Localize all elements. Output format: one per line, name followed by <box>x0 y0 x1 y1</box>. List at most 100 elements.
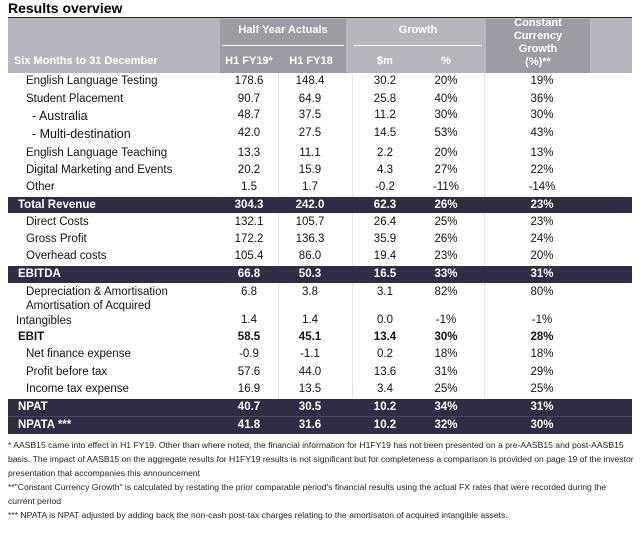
row-label: Digital Marketing and Events <box>26 164 173 176</box>
cell-growth-m: 19.4 <box>373 250 397 262</box>
cell-growth-m: 14.5 <box>373 127 397 139</box>
cell-h1fy19: 48.7 <box>237 109 261 121</box>
row-label: Student Placement <box>26 93 124 105</box>
cell-growth-pct: 32% <box>434 419 458 431</box>
row-label: - Multi-destination <box>32 127 131 141</box>
table-row: Gross Profit 172.2 136.3 35.9 26% 24% <box>8 233 632 250</box>
table-row-ebit: EBIT 58.5 45.1 13.4 30% 28% <box>8 331 632 348</box>
cell-h1fy18: 44.0 <box>298 366 322 378</box>
table-row: Depreciation & Amortisation 6.8 3.8 3.1 … <box>8 286 632 301</box>
cell-cc-growth: 20% <box>530 250 554 262</box>
cell-growth-pct: -1% <box>435 314 457 326</box>
header-group-growth: Growth <box>398 24 438 36</box>
header-group-constant-currency-2: Currency <box>513 30 563 42</box>
cell-growth-m: 25.8 <box>373 93 397 105</box>
cell-cc-growth: 24% <box>530 233 554 245</box>
cell-h1fy19: 90.7 <box>237 93 261 105</box>
table-row: Other 1.5 1.7 -0.2 -11% -14% <box>8 181 632 198</box>
table-row: English Language Testing 178.6 148.4 30.… <box>8 75 632 92</box>
cell-growth-m: 26.4 <box>373 216 397 228</box>
cell-h1fy18: 3.8 <box>302 286 318 298</box>
table-row-npat: NPAT 40.7 30.5 10.2 34% 31% <box>8 399 632 416</box>
cell-cc-growth: 30% <box>530 419 554 431</box>
cell-h1fy18: 86.0 <box>298 250 322 262</box>
cell-h1fy18: 30.5 <box>298 401 322 413</box>
row-label: NPATA *** <box>18 419 72 431</box>
cell-growth-pct: 25% <box>434 383 458 395</box>
cell-growth-m: 3.4 <box>377 383 393 395</box>
row-label: Overhead costs <box>26 250 107 262</box>
table-row: Net finance expense -0.9 -1.1 0.2 18% 18… <box>8 348 632 365</box>
row-label: Other <box>26 181 55 193</box>
cell-growth-m: 0.2 <box>377 348 393 360</box>
footnotes: * AASB15 came into effect in H1 FY19. Ot… <box>8 438 634 522</box>
row-label: Total Revenue <box>18 199 96 211</box>
cell-h1fy18: 105.7 <box>295 216 325 228</box>
cell-cc-growth: 13% <box>530 147 554 159</box>
table-row: - Multi-destination 42.0 27.5 14.5 53% 4… <box>8 127 632 144</box>
cell-h1fy19: 1.5 <box>241 181 257 193</box>
title: Results overview <box>8 0 123 16</box>
cell-cc-growth: 31% <box>530 401 554 413</box>
cell-h1fy18: 31.6 <box>298 419 322 431</box>
table-row: Digital Marketing and Events 20.2 15.9 4… <box>8 164 632 181</box>
cell-cc-growth: -14% <box>528 181 556 193</box>
cell-growth-pct: 23% <box>434 250 458 262</box>
cell-growth-pct: 53% <box>434 127 458 139</box>
cell-h1fy18: 50.3 <box>298 268 322 280</box>
cell-growth-m: 13.4 <box>373 331 397 343</box>
header-group-half-year: Half Year Actuals <box>238 24 328 36</box>
cell-h1fy18: 13.5 <box>298 383 322 395</box>
row-label: Depreciation & Amortisation <box>26 286 168 298</box>
row-label: EBITDA <box>18 268 61 280</box>
table-row-npata: NPATA *** 41.8 31.6 10.2 32% 30% <box>8 416 632 434</box>
row-label: English Language Teaching <box>26 147 168 159</box>
column-separator <box>278 73 279 403</box>
cell-growth-m: 10.2 <box>373 401 397 413</box>
cell-h1fy18: 45.1 <box>298 331 322 343</box>
cell-h1fy19: 41.8 <box>237 419 261 431</box>
cell-h1fy18: 136.3 <box>295 233 325 245</box>
cell-h1fy19: 13.3 <box>237 147 261 159</box>
cell-growth-pct: 27% <box>434 164 458 176</box>
cell-cc-growth: 31% <box>530 268 554 280</box>
header-group-constant-currency-4: (%)** <box>525 56 551 68</box>
cell-cc-growth: 23% <box>530 216 554 228</box>
table-row: Overhead costs 105.4 86.0 19.4 23% 20% <box>8 250 632 267</box>
cell-h1fy19: 1.4 <box>241 314 257 326</box>
header-col-h1fy18: H1 FY18 <box>289 55 333 67</box>
cell-growth-pct: 40% <box>434 93 458 105</box>
cell-growth-m: 11.2 <box>374 109 396 121</box>
footnote-constant-currency: **"Constant Currency Growth" is calculat… <box>8 482 607 506</box>
cell-cc-growth: 36% <box>530 93 554 105</box>
cell-cc-growth: 19% <box>530 75 554 87</box>
header-period-label: Six Months to 31 December <box>14 55 158 67</box>
row-label-line-2: Intangibles <box>16 315 72 327</box>
cell-growth-m: 0.0 <box>377 314 393 326</box>
cell-growth-m: 30.2 <box>373 75 397 87</box>
cell-h1fy19: 132.1 <box>234 216 264 228</box>
row-label: Gross Profit <box>26 233 87 245</box>
header-col-h1fy19: H1 FY19* <box>225 55 273 67</box>
cell-growth-m: 13.6 <box>373 366 397 378</box>
cell-cc-growth: 18% <box>530 348 554 360</box>
row-label: - Australia <box>32 109 88 123</box>
cell-growth-pct: 30% <box>434 109 458 121</box>
cell-growth-pct: 26% <box>434 199 458 211</box>
cell-h1fy19: 40.7 <box>237 401 261 413</box>
table-row: Student Placement 90.7 64.9 25.8 40% 36% <box>8 93 632 110</box>
table-row: Direct Costs 132.1 105.7 26.4 25% 23% <box>8 216 632 233</box>
cell-h1fy19: 57.6 <box>237 366 261 378</box>
table-row-total-revenue: Total Revenue 304.3 242.0 62.3 26% 23% <box>8 197 632 213</box>
cell-h1fy19: 6.8 <box>241 286 257 298</box>
cell-h1fy19: 58.5 <box>237 331 261 343</box>
cell-h1fy18: 37.5 <box>298 109 322 121</box>
cell-h1fy18: 11.1 <box>299 147 321 159</box>
row-label: Net finance expense <box>26 348 131 360</box>
cell-h1fy18: 1.4 <box>302 314 318 326</box>
cell-cc-growth: 25% <box>530 383 554 395</box>
header-col-pct: % <box>441 55 451 67</box>
footnote-aasb15: * AASB15 came into effect in H1 FY19. Ot… <box>8 440 634 478</box>
cell-cc-growth: 43% <box>530 127 554 139</box>
cell-growth-m: 2.2 <box>377 147 393 159</box>
